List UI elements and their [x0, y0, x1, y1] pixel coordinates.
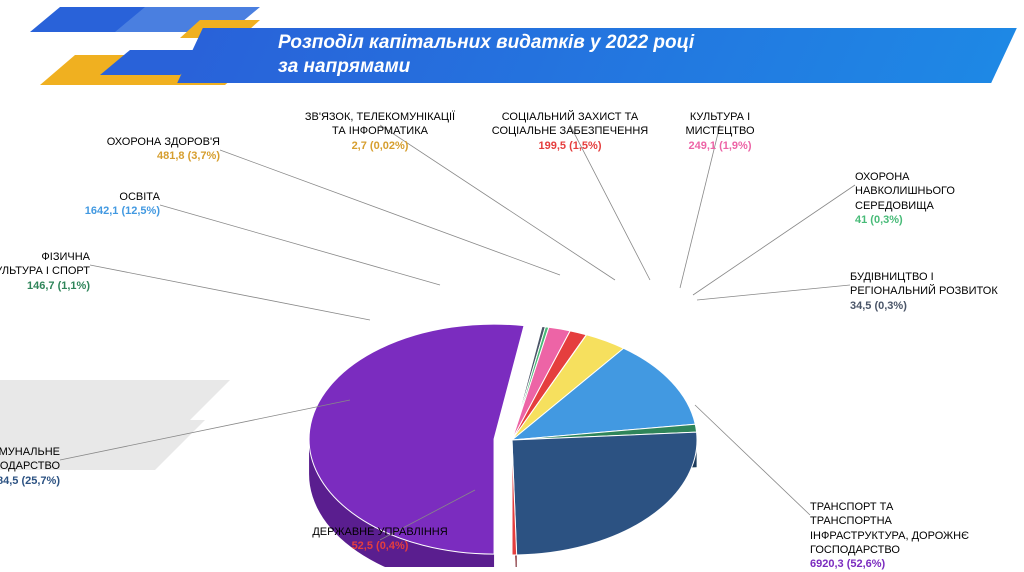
slice-name: СОЦІАЛЬНИЙ ЗАХИСТ ТАСОЦІАЛЬНЕ ЗАБЕЗПЕЧЕН…: [480, 110, 660, 139]
slice-name: ДЕРЖАВНЕ УПРАВЛІННЯ: [290, 525, 470, 539]
leader-line: [220, 150, 560, 275]
slice-label: ЖИТЛОВО-КОМУНАЛЬНЕГОСПОДАРСТВО3384,5 (25…: [0, 445, 60, 488]
leader-line: [60, 400, 350, 460]
leader-line: [695, 405, 810, 515]
title-line-1: Розподіл капітальних видатків у 2022 роц…: [278, 32, 694, 53]
chart-title: Розподіл капітальних видатків у 2022 роц…: [278, 31, 694, 79]
slice-name: ЗВ'ЯЗОК, ТЕЛЕКОМУНІКАЦІЇТА ІНФОРМАТИКА: [290, 110, 470, 139]
slice-value: 481,8 (3,7%): [40, 149, 220, 163]
slice-name: БУДІВНИЦТВО ІРЕГІОНАЛЬНИЙ РОЗВИТОК: [850, 270, 998, 299]
slice-value: 34,5 (0,3%): [850, 299, 998, 313]
slice-label: ЗВ'ЯЗОК, ТЕЛЕКОМУНІКАЦІЇТА ІНФОРМАТИКА2,…: [290, 110, 470, 153]
slice-name: ФІЗИЧНАКУЛЬТУРА І СПОРТ: [0, 250, 90, 279]
slice-name: ОХОРОНАНАВКОЛИШНЬОГОСЕРЕДОВИЩА: [855, 170, 955, 213]
slice-value: 199,5 (1,5%): [480, 139, 660, 153]
slice-name: ОСВІТА: [0, 190, 160, 204]
slice-value: 3384,5 (25,7%): [0, 474, 60, 488]
leader-line: [90, 265, 370, 320]
slice-label: ТРАНСПОРТ ТАТРАНСПОРТНАІНФРАСТРУКТУРА, Д…: [810, 500, 969, 571]
slice-label: ФІЗИЧНАКУЛЬТУРА І СПОРТ146,7 (1,1%): [0, 250, 90, 293]
slice-value: 41 (0,3%): [855, 213, 955, 227]
slice-value: 146,7 (1,1%): [0, 279, 90, 293]
slice-value: 2,7 (0,02%): [290, 139, 470, 153]
slice-value: 52,5 (0,4%): [290, 539, 470, 553]
slice-value: 1642,1 (12,5%): [0, 204, 160, 218]
slice-label: ОХОРОНАНАВКОЛИШНЬОГОСЕРЕДОВИЩА41 (0,3%): [855, 170, 955, 227]
slice-name: ТРАНСПОРТ ТАТРАНСПОРТНАІНФРАСТРУКТУРА, Д…: [810, 500, 969, 557]
slice-label: ОХОРОНА ЗДОРОВ'Я481,8 (3,7%): [40, 135, 220, 164]
slice-label: СОЦІАЛЬНИЙ ЗАХИСТ ТАСОЦІАЛЬНЕ ЗАБЕЗПЕЧЕН…: [480, 110, 660, 153]
leader-line: [160, 205, 440, 285]
slice-value: 6920,3 (52,6%): [810, 557, 969, 571]
slice-name: ЖИТЛОВО-КОМУНАЛЬНЕГОСПОДАРСТВО: [0, 445, 60, 474]
slice-label: ДЕРЖАВНЕ УПРАВЛІННЯ52,5 (0,4%): [290, 525, 470, 554]
slice-label: БУДІВНИЦТВО ІРЕГІОНАЛЬНИЙ РОЗВИТОК34,5 (…: [850, 270, 998, 313]
leader-line: [693, 185, 855, 295]
pie-slice-top: [512, 432, 697, 555]
slice-label: ОСВІТА1642,1 (12,5%): [0, 190, 160, 219]
pie-chart: ТРАНСПОРТ ТАТРАНСПОРТНАІНФРАСТРУКТУРА, Д…: [0, 100, 1024, 567]
slice-name: ОХОРОНА ЗДОРОВ'Я: [40, 135, 220, 149]
title-line-2: за напрямами: [278, 56, 410, 77]
leader-line: [697, 285, 850, 300]
